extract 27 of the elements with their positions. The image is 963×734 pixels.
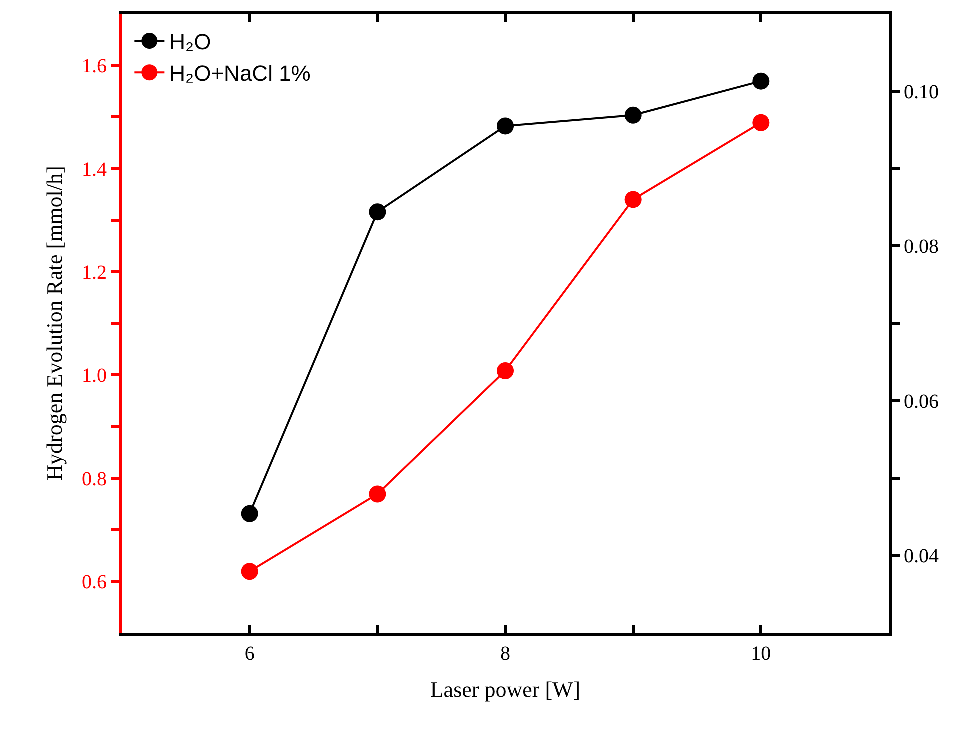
point (752, 114, 770, 132)
y-tick-label: 0.8 (82, 468, 107, 490)
point (497, 118, 514, 135)
y2-tick-label: 0.06 (904, 390, 939, 413)
legend-label: H₂O (170, 30, 212, 55)
point (624, 106, 642, 124)
legend-label: H₂O+NaCl 1% (170, 61, 311, 86)
point (241, 505, 258, 522)
y-tick-label: 1.4 (82, 158, 107, 181)
point (369, 486, 386, 503)
y-tick-label: 1.6 (82, 56, 107, 78)
y2-tick-label: 0.10 (904, 81, 939, 104)
y-tick-label: 1.2 (82, 262, 107, 284)
x-tick-label: 6 (244, 643, 255, 665)
point (752, 72, 770, 90)
point (241, 563, 258, 580)
y-axis-title: Hydrogen Evolution Rate [mmol/h] (42, 166, 67, 481)
x-tick-label: 10 (751, 643, 772, 665)
x-tick-label: 8 (500, 643, 510, 665)
point (369, 204, 386, 221)
y2-tick-label: 0.08 (904, 236, 939, 258)
x-axis-title: Laser power [W] (430, 676, 581, 702)
y-tick-label: 0.6 (82, 571, 107, 594)
point (624, 191, 642, 208)
y2-tick-label: 0.04 (904, 546, 939, 568)
point (497, 362, 514, 380)
y-tick-label: 1.0 (82, 365, 107, 388)
